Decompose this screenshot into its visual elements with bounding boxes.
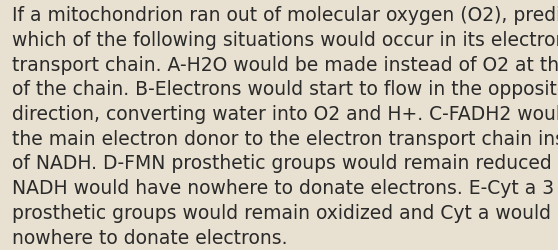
Text: If a mitochondrion ran out of molecular oxygen (O2), predict
which of the follow: If a mitochondrion ran out of molecular … <box>12 6 558 246</box>
